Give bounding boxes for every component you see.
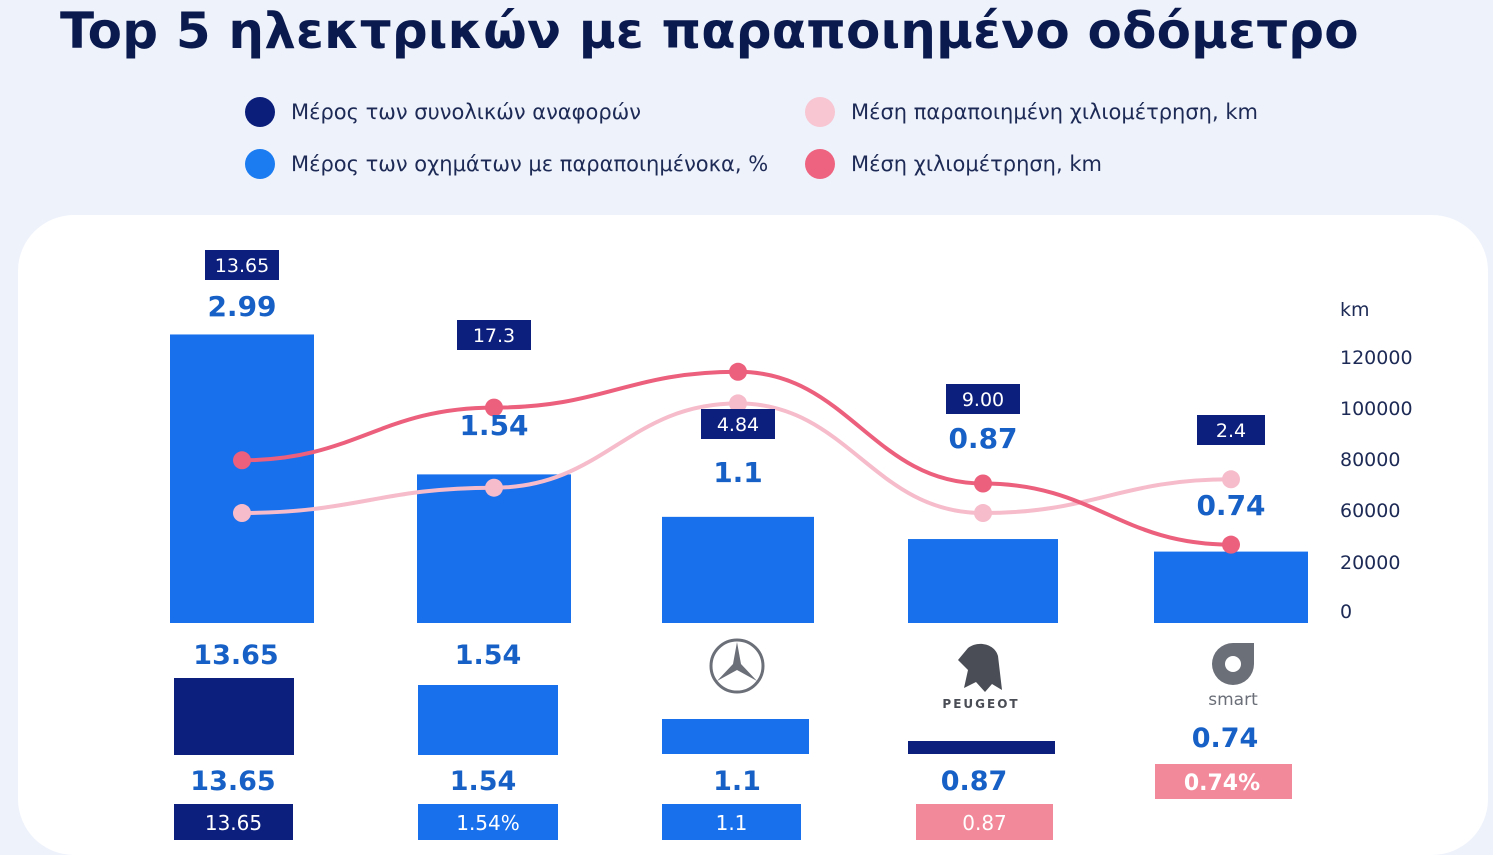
bar [1154,551,1308,623]
legend-label: Μέση χιλιομέτρηση, km [851,152,1102,176]
chart-title: Top 5 ηλεκτρικών με παραποιημένο οδόμετρ… [60,2,1359,60]
y2-tick-label: 0 [1340,601,1352,623]
bar [662,516,814,623]
legend-item-total-reports: Μέρος των συνολικών αναφορών [245,97,641,127]
y2-tick-label: 80000 [1340,449,1400,471]
lower-value-label: 1.54 [455,640,522,671]
legend-swatch [805,149,835,179]
legend-swatch [245,149,275,179]
y2-axis-label: km [1340,299,1370,321]
logo-lion [958,643,1002,692]
top-tag [1197,415,1265,445]
bottom-tag-label: 1.54% [456,811,520,835]
lower-value-label: 13.65 [190,766,275,797]
bar-value-label: 1.54 [459,409,528,442]
series-point [233,451,251,470]
top-tag-label: 17.3 [473,325,515,347]
bottom-tag [1155,764,1292,799]
smart-wordmark: smart [1208,690,1258,710]
y2-tick-label: 100000 [1340,398,1413,420]
lower-bar [662,719,809,754]
top-tag-label: 13.65 [215,255,269,277]
lower-value-label: 0.74 [1192,723,1259,754]
series-point [485,478,503,497]
series-point [974,504,992,523]
peugeot-wordmark: PEUGEOT [942,697,1019,711]
lower-value-label: 1.1 [713,766,761,797]
top-tag [205,250,279,280]
logo-smart-hole [1225,656,1241,672]
series-point [974,474,992,493]
bar-value-label: 1.1 [713,456,763,489]
top-tag-label: 2.4 [1216,420,1246,442]
series-point [1222,470,1240,489]
top-tag [701,409,775,439]
lower-value-label: 1.54 [450,766,517,797]
top-tag [946,384,1020,414]
bar-value-label: 0.74 [1196,489,1265,522]
bar-value-label: 2.99 [207,290,276,323]
lower-value-label: 13.65 [193,640,278,671]
bottom-tag-label: 0.87 [962,811,1007,835]
legend-swatch [245,97,275,127]
lower-bar [418,685,558,755]
legend-label: Μέση παραποιημένη χιλιομέτρηση, km [851,100,1258,124]
y2-tick-label: 20000 [1340,552,1400,574]
top-tag-label: 9.00 [962,389,1004,411]
legend-item-share-tampered: Μέρος των οχημάτων με παραποιημένοκα, % [245,149,768,179]
bottom-tag-label: 13.65 [205,811,262,835]
y2-tick-label: 60000 [1340,500,1400,522]
logo-star [717,642,757,681]
logo-ring [709,638,765,694]
bottom-tag-label: 1.1 [716,811,748,835]
bottom-tag-label: 0.74% [1184,771,1260,796]
legend-item-fake-mileage: Μέση παραποιημένη χιλιομέτρηση, km [805,97,1258,127]
smart-logo-icon [1212,643,1254,685]
bottom-tag [662,804,801,840]
bar-value-label: 0.87 [948,422,1017,455]
series-point [729,394,747,413]
lower-value-label: 0.87 [941,766,1008,797]
series-point [1222,535,1240,554]
legend-swatch [805,97,835,127]
bar [908,539,1058,623]
y2-tick-label: 120000 [1340,347,1413,369]
bottom-tag [916,804,1053,840]
series-point [233,504,251,523]
bar [170,334,314,623]
bar [417,474,571,623]
lower-bar [908,741,1055,754]
mercedes-logo-icon [709,638,765,694]
legend-item-real-mileage: Μέση χιλιομέτρηση, km [805,149,1102,179]
legend-label: Μέρος των συνολικών αναφορών [291,100,641,124]
bottom-tag [174,804,293,840]
bottom-tag [418,804,558,840]
peugeot-logo-icon [958,643,1002,692]
series-point [485,398,503,417]
top-tag-label: 4.84 [717,414,759,436]
legend-label: Μέρος των οχημάτων με παραποιημένοκα, % [291,152,769,176]
series-point [729,362,747,381]
lower-bar [174,678,294,755]
top-tag [457,320,531,350]
